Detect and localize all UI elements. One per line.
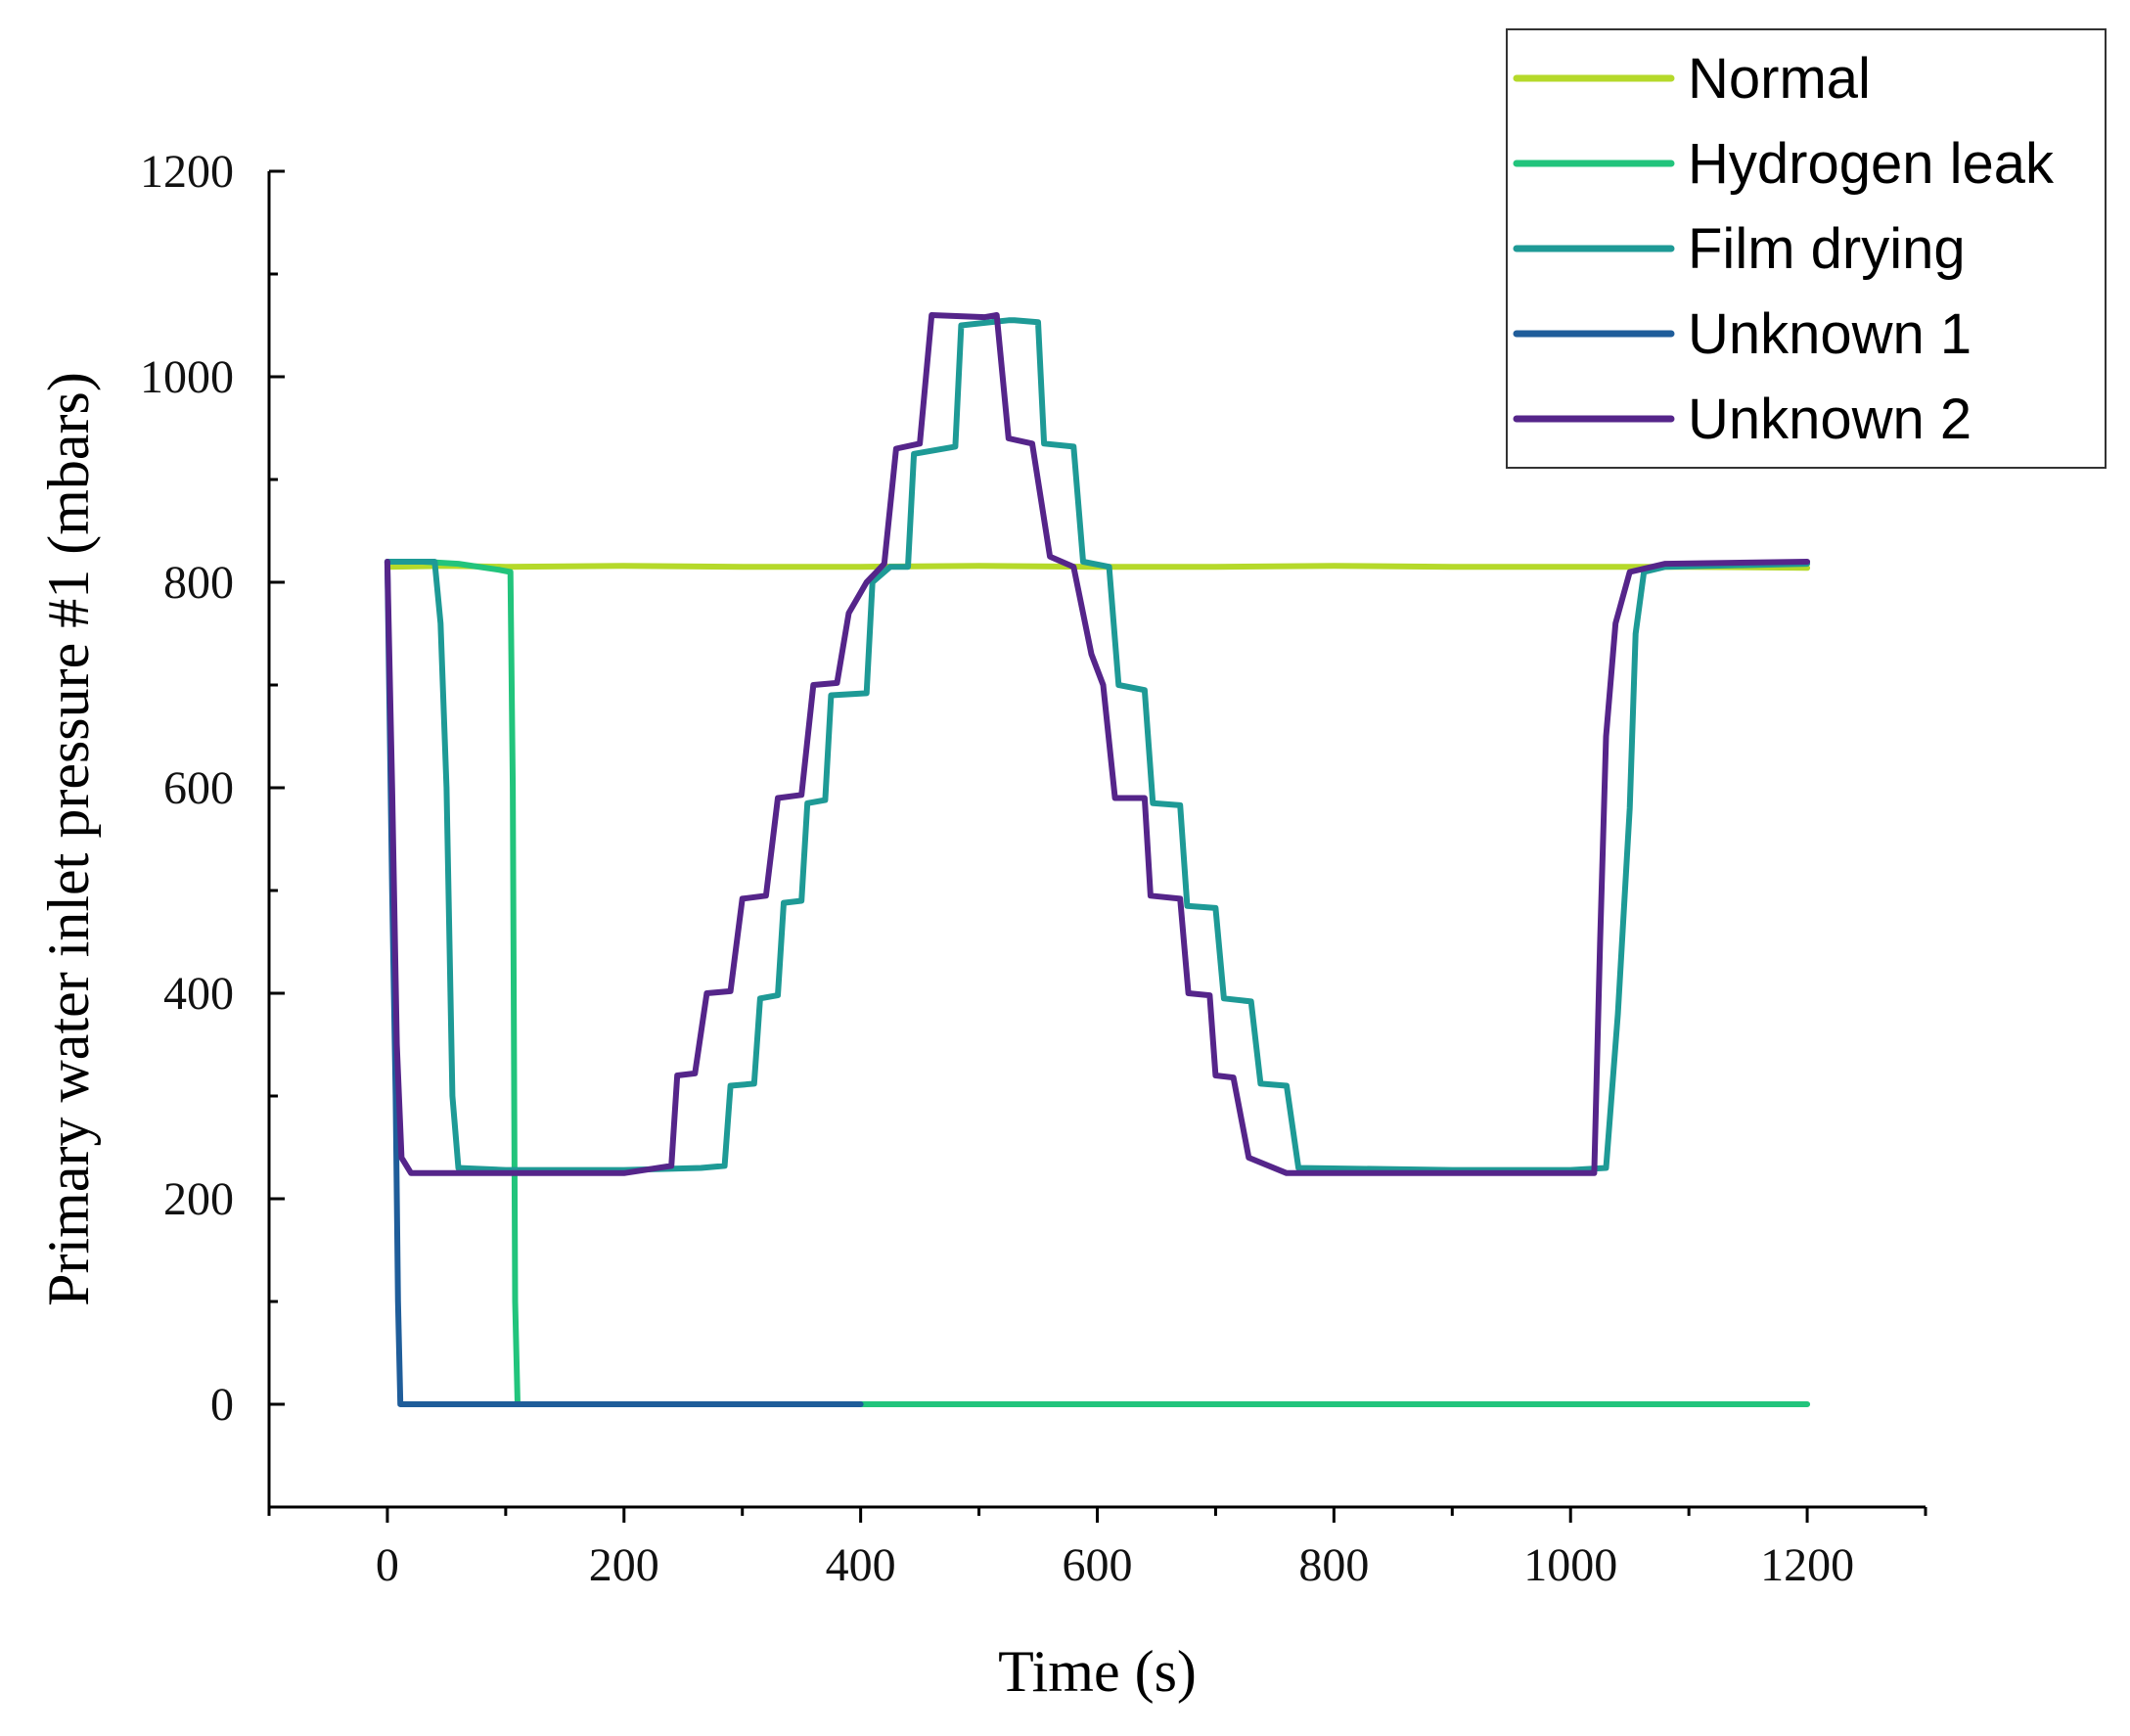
series-line-film-drying bbox=[384, 317, 1811, 1173]
legend-label: Unknown 2 bbox=[1688, 388, 1971, 451]
x-tick-label: 1200 bbox=[1760, 1539, 1854, 1591]
y-tick-label: 800 bbox=[163, 557, 234, 609]
y-tick-label: 400 bbox=[163, 968, 234, 1020]
x-tick-label: 0 bbox=[376, 1539, 399, 1591]
legend-label: Hydrogen leak bbox=[1688, 132, 2055, 196]
y-axis-title: Primary water inlet pressure #1 (mbars) bbox=[36, 372, 101, 1306]
y-tick-label: 1200 bbox=[140, 146, 234, 198]
series-line-unknown-2 bbox=[384, 312, 1811, 1176]
x-tick-label: 400 bbox=[826, 1539, 896, 1591]
series-line-hydrogen-leak bbox=[384, 559, 1811, 1407]
legend-label: Unknown 1 bbox=[1688, 302, 1971, 366]
series-layer bbox=[384, 312, 1811, 1407]
legend: Normal Hydrogen leak Film drying Unknown 1 U… bbox=[1506, 28, 2107, 469]
legend-label: Normal bbox=[1688, 47, 1871, 111]
series-line-unknown-1 bbox=[384, 559, 864, 1407]
x-tick-label: 200 bbox=[589, 1539, 659, 1591]
x-axis-title: Time (s) bbox=[998, 1639, 1197, 1704]
x-tick-label: 800 bbox=[1298, 1539, 1369, 1591]
x-tick-label: 600 bbox=[1063, 1539, 1133, 1591]
y-tick-label: 600 bbox=[163, 762, 234, 814]
axes: 0 200 400 600 800 1000 1200 0 200 400 600 800 1000 12… bbox=[140, 146, 1927, 1591]
y-tick-label: 0 bbox=[210, 1379, 234, 1431]
x-tick-label: 1000 bbox=[1523, 1539, 1617, 1591]
y-tick-label: 200 bbox=[163, 1173, 234, 1225]
y-tick-label: 1000 bbox=[140, 351, 234, 403]
series-line-normal bbox=[384, 563, 1811, 571]
legend-label: Film drying bbox=[1688, 217, 1966, 281]
